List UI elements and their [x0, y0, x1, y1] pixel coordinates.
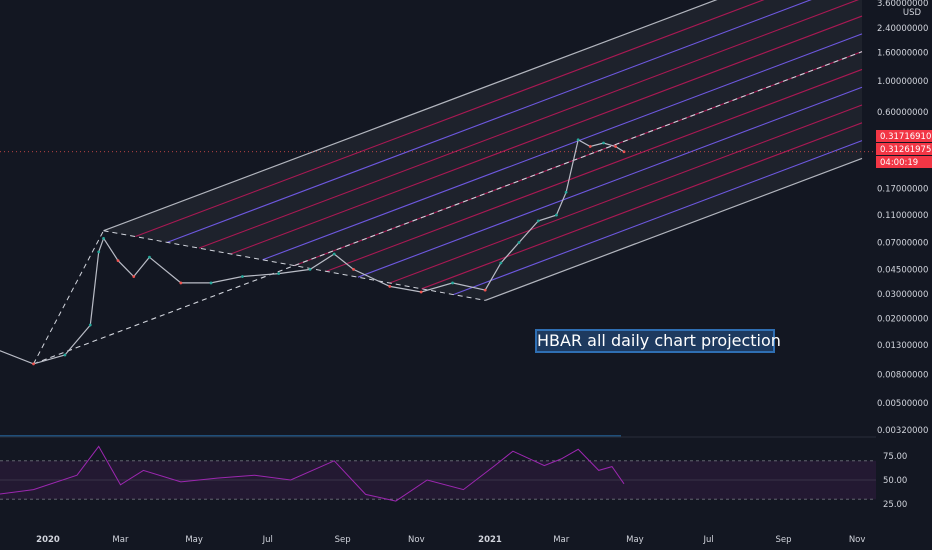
price-tick-label: 0.60000000: [877, 108, 928, 118]
fan-line: [453, 140, 863, 296]
price-point: [308, 267, 312, 271]
handle-line: [103, 230, 486, 301]
price-point: [602, 141, 605, 145]
price-point: [209, 281, 213, 285]
price-tag-label: 0.31261975: [880, 145, 931, 155]
price-point: [483, 288, 487, 292]
price-point: [148, 255, 151, 259]
fan-line: [357, 86, 863, 278]
rsi-tick-label: 75.00: [883, 452, 907, 462]
fan-line: [230, 15, 863, 255]
price-axis[interactable]: 3.60000000 2.40000000 1.60000000 1.00000000…: [876, 0, 932, 436]
price-point: [332, 252, 336, 256]
time-tick-label: 2021: [478, 535, 502, 545]
rsi-pane: [0, 436, 876, 502]
price-series: [0, 138, 876, 366]
price-tick-label: 0.11000000: [877, 211, 928, 221]
price-point: [576, 138, 580, 142]
time-tick-label: May: [185, 535, 203, 545]
price-point: [32, 362, 35, 366]
rsi-band: [0, 460, 876, 500]
fan-line: [389, 104, 863, 284]
price-point: [614, 145, 617, 148]
price-point: [132, 275, 136, 278]
price-line: [0, 138, 625, 365]
price-tick-label: 0.00800000: [877, 370, 928, 380]
price-tag-label: 04:00:19: [880, 158, 918, 168]
price-tick-label: 3.60000000: [877, 0, 928, 9]
fan-line: [325, 68, 863, 272]
chart-annotation[interactable]: HBAR all daily chart projection: [535, 329, 781, 353]
price-point: [102, 236, 105, 240]
price-point: [241, 275, 244, 278]
price-tick-label: 0.01300000: [877, 341, 928, 351]
price-tick-label: 0.00500000: [877, 399, 928, 409]
rsi-tick-label: 50.00: [883, 476, 907, 486]
price-point: [179, 281, 183, 285]
time-tick-label: Sep: [775, 535, 791, 545]
fan-line: [262, 33, 863, 261]
handle-line: [33, 230, 104, 365]
price-point: [63, 353, 67, 357]
time-tick-label: 2020: [36, 535, 60, 545]
fan-line: [135, 0, 765, 238]
rsi-axis: 75.00 50.00 25.00: [883, 452, 907, 510]
price-tick-label: 1.00000000: [877, 77, 928, 87]
time-tick-label: Mar: [112, 535, 129, 545]
price-tick-label: 0.04500000: [877, 265, 928, 275]
price-tick-label: 0.00320000: [877, 426, 928, 436]
price-tag-label: 0.31716910: [880, 132, 931, 142]
time-tick-label: Nov: [849, 535, 866, 545]
price-point: [388, 285, 392, 288]
rsi-line: [0, 445, 625, 502]
time-axis[interactable]: 2020 Mar May Jul Sep Nov 2021 Mar May Jul Sep Nov: [36, 535, 865, 545]
price-point: [419, 290, 423, 294]
price-point: [277, 272, 281, 275]
price-point: [517, 241, 521, 244]
channel-lower-rail: [484, 157, 863, 301]
price-point: [352, 267, 355, 271]
price-point: [499, 261, 503, 265]
price-tick-label: 0.02000000: [877, 315, 928, 325]
price-tag: [876, 143, 932, 155]
price-point: [451, 281, 454, 285]
time-tick-label: Jul: [262, 535, 273, 545]
channel-upper-rail: [103, 0, 718, 232]
price-point: [116, 259, 120, 262]
time-tick-label: May: [626, 535, 644, 545]
fan-line: [166, 0, 812, 243]
fan-line: [198, 0, 860, 249]
currency-label: USD: [903, 8, 922, 18]
price-point: [564, 190, 568, 194]
price-point: [536, 219, 540, 223]
price-tick-label: 0.07000000: [877, 239, 928, 249]
price-tag: [876, 156, 932, 168]
price-point: [555, 213, 558, 217]
pitchfork-channel: [33, 0, 863, 365]
price-tick-label: 2.40000000: [877, 24, 928, 34]
channel-median: [33, 51, 863, 365]
time-tick-label: Jul: [702, 535, 713, 545]
price-tick-label: 1.60000000: [877, 48, 928, 58]
price-tag: [876, 130, 932, 142]
price-point: [588, 145, 592, 148]
price-point: [88, 323, 92, 327]
fan-line: [421, 122, 863, 290]
rsi-tick-label: 25.00: [883, 500, 907, 510]
time-tick-label: Nov: [408, 535, 425, 545]
price-tick-label: 0.03000000: [877, 290, 928, 300]
time-tick-label: Mar: [553, 535, 570, 545]
time-tick-label: Sep: [335, 535, 351, 545]
channel-fill: [103, 0, 862, 301]
price-tick-label: 0.17000000: [877, 185, 928, 195]
price-point: [97, 250, 101, 254]
